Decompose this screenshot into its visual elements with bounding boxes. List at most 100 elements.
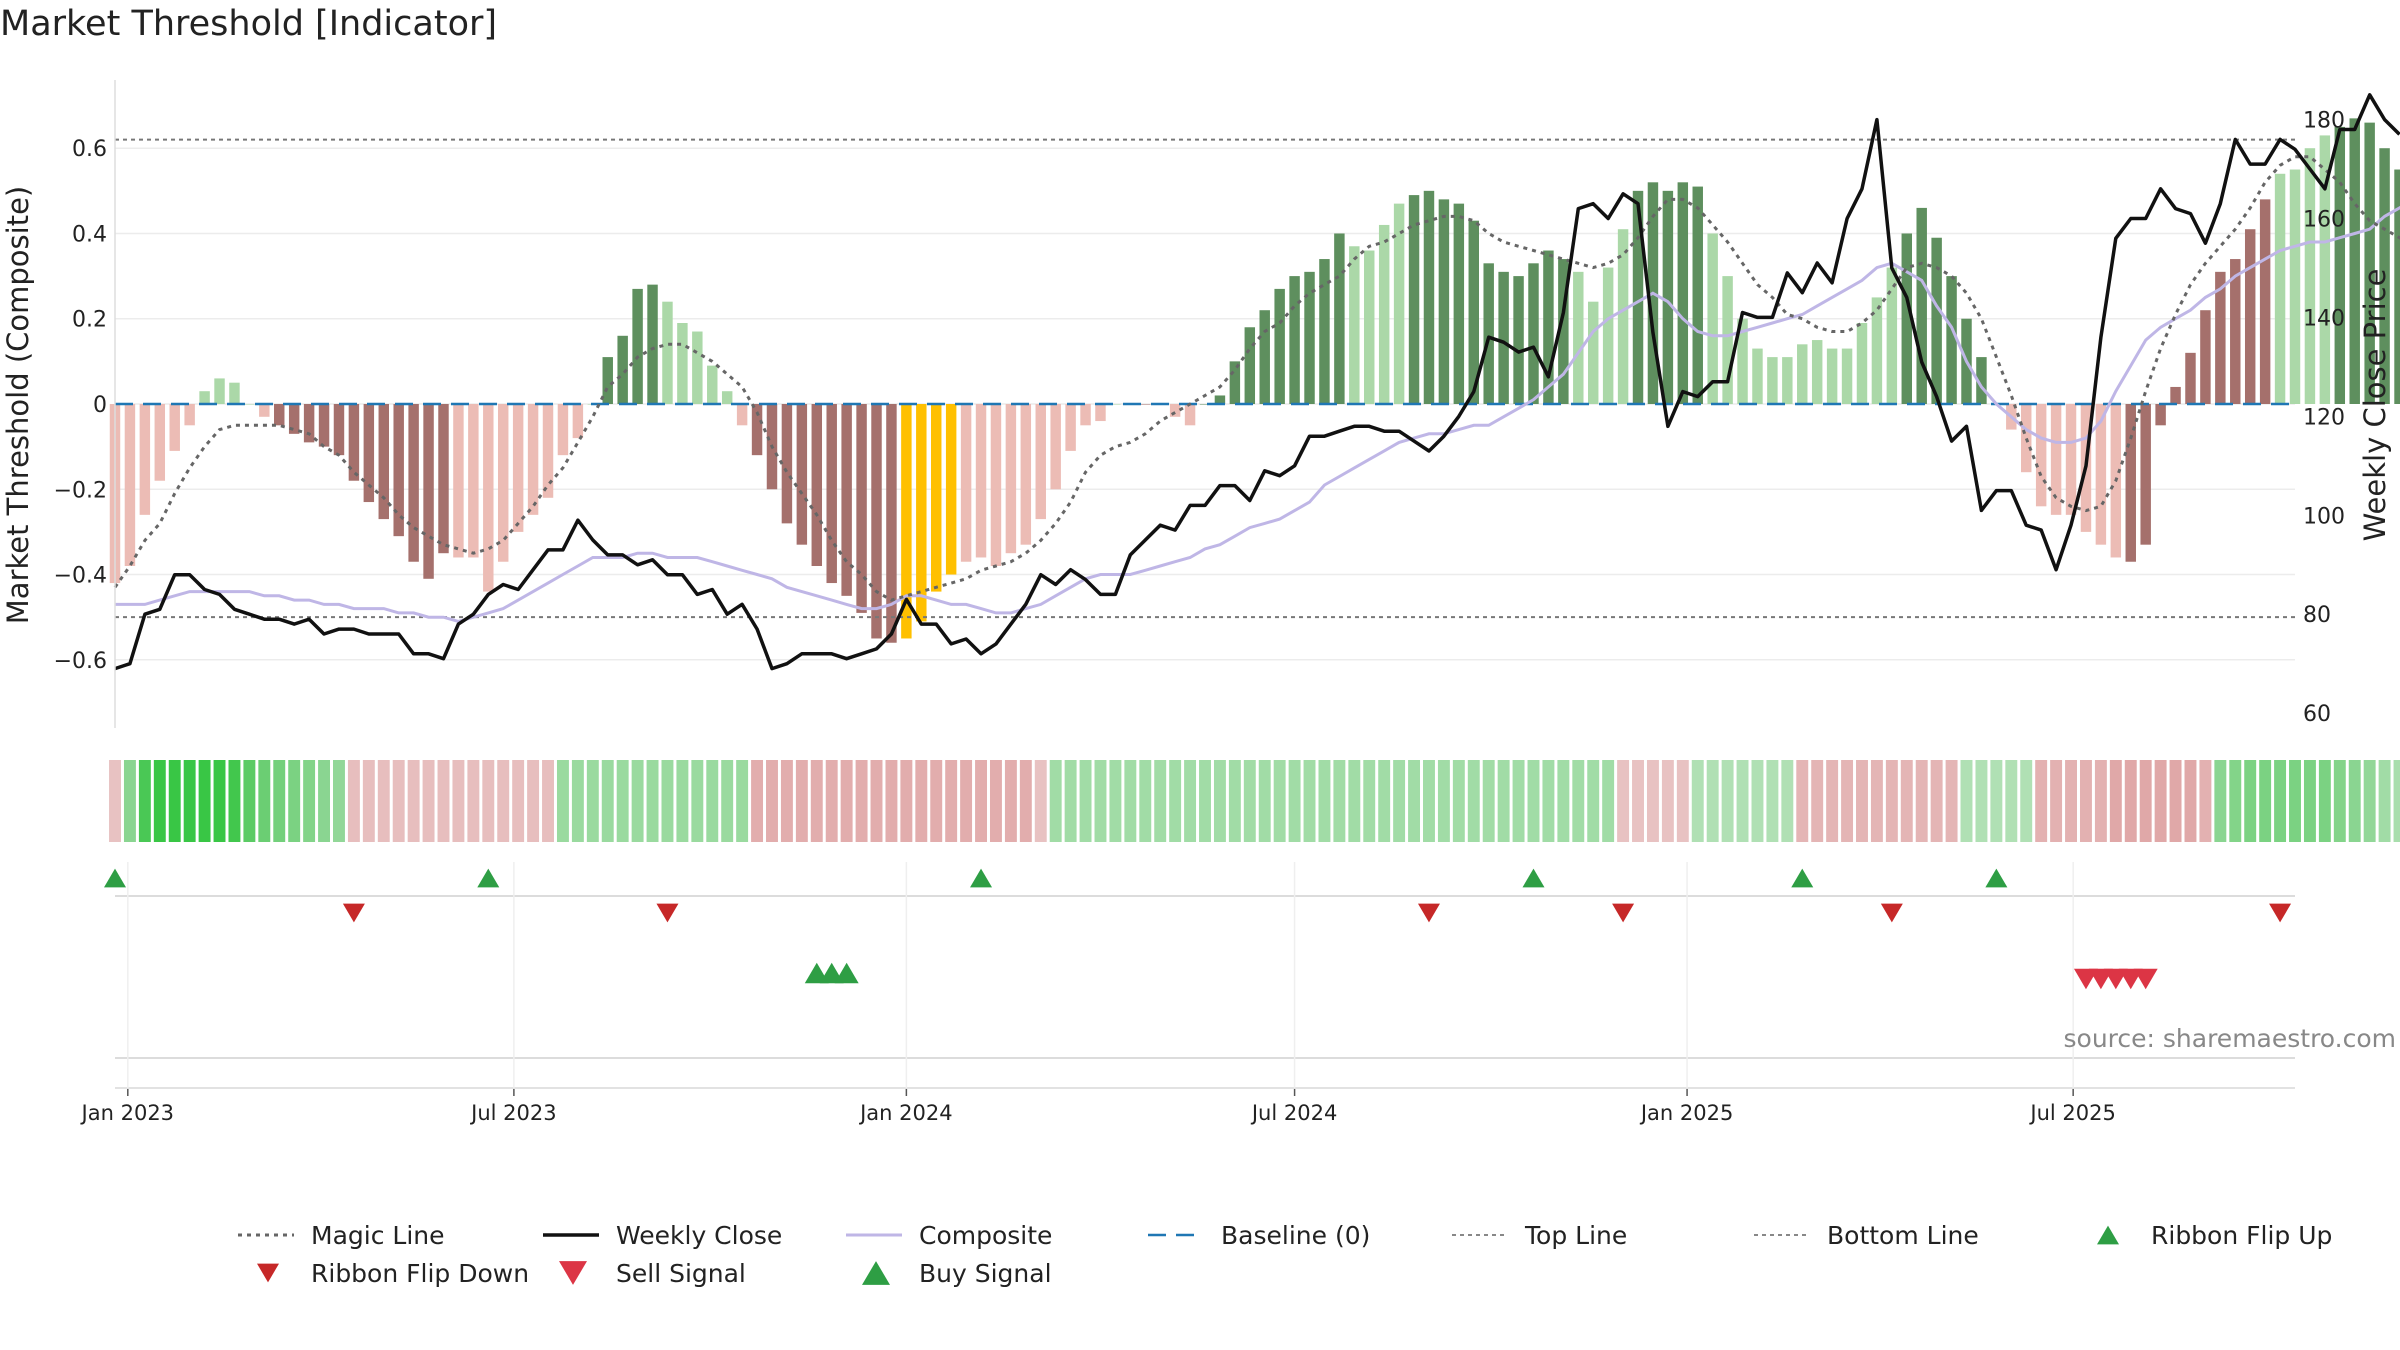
ribbon-cell (1303, 760, 1316, 842)
composite-bar (1140, 404, 1151, 405)
composite-bar (1393, 203, 1405, 404)
ribbon-cell (556, 760, 569, 842)
ribbon-cell (1079, 760, 1092, 842)
ribbon-cell (900, 760, 913, 842)
ribbon-cell (377, 760, 390, 842)
ribbon-cell (2035, 760, 2048, 842)
composite-bar (408, 404, 419, 562)
ribbon-cell (1154, 760, 1167, 842)
ribbon-cell (2348, 760, 2361, 842)
ribbon-cell (1751, 760, 1764, 842)
ribbon-flip-up-marker (477, 868, 500, 888)
legend-label: Magic Line (311, 1221, 445, 1250)
composite-bar (647, 284, 658, 404)
ribbon-cell (347, 760, 360, 842)
composite-bar (662, 301, 673, 404)
ribbon-cell (2333, 760, 2346, 842)
y-tick-label: 0.4 (72, 222, 107, 247)
ribbon-cell (2363, 760, 2376, 842)
ribbon-cell (318, 760, 331, 842)
legend-label: Baseline (0) (1221, 1221, 1370, 1250)
composite-bar (901, 404, 912, 639)
ribbon-cell (2289, 760, 2301, 842)
ribbon-cell (661, 760, 674, 842)
legend-item: Composite (846, 1221, 1052, 1250)
composite-bar (1334, 233, 1345, 404)
composite-bar (1274, 288, 1285, 404)
composite-bar (886, 404, 897, 643)
ribbon-cell (2259, 760, 2272, 842)
ribbon-cell (1930, 760, 1943, 842)
composite-bar (2274, 173, 2286, 404)
ribbon-flip-down-marker (342, 903, 365, 923)
ribbon-cell (1975, 760, 1988, 842)
composite-bar (139, 404, 151, 515)
ribbon-cell (2378, 760, 2391, 842)
composite-bar (259, 404, 270, 417)
composite-bar (497, 404, 509, 562)
composite-bar (1169, 404, 1181, 417)
composite-bar (826, 404, 837, 584)
legend-label: Ribbon Flip Up (2151, 1221, 2332, 1250)
ribbon-cell (1572, 760, 1585, 842)
composite-bar (1020, 404, 1032, 545)
ribbon-cell (1945, 760, 1958, 842)
composite-bar (229, 382, 240, 404)
ribbon-cell (1512, 760, 1525, 842)
ribbon-cell (1288, 760, 1301, 842)
legend-label: Ribbon Flip Down (311, 1259, 529, 1288)
composite-bar (468, 404, 479, 558)
series-lines (113, 93, 2400, 671)
ribbon-cell (2050, 760, 2063, 842)
ribbon-cell (542, 760, 554, 842)
y2-axis-label: Weekly Close Price (2358, 269, 2392, 542)
composite-bar (1364, 250, 1375, 404)
ribbon-cell (840, 760, 853, 842)
composite-bar (1931, 237, 1942, 404)
composite-bar (1289, 276, 1300, 404)
y2-tick-label: 180 (2303, 109, 2345, 134)
ribbon-cell (1423, 760, 1435, 842)
composite-bar (1543, 250, 1554, 404)
ribbon-cell (2079, 760, 2092, 842)
composite-bar (975, 404, 987, 558)
ribbon-cell (1706, 760, 1719, 842)
composite-bar (214, 378, 225, 404)
composite-bar (1184, 404, 1196, 426)
x-tick-label: Jul 2025 (2028, 1101, 2115, 1125)
composite-bar (1811, 340, 1823, 404)
legend-item: Magic Line (238, 1221, 445, 1250)
ribbon-cell (2244, 760, 2257, 842)
ribbon-cell (2184, 760, 2197, 842)
composite-bar (363, 404, 375, 503)
ribbon-cell (870, 760, 883, 842)
legend-item: Baseline (0) (1148, 1221, 1370, 1250)
composite-bar (707, 365, 718, 404)
composite-bar (1558, 259, 1569, 404)
buy-signal-marker (834, 962, 859, 984)
composite-bar (1528, 263, 1539, 404)
legend-swatch-triangle-down (559, 1261, 587, 1285)
ribbon-cell (1796, 760, 1809, 842)
composite-bar (1438, 199, 1450, 404)
ribbon-cell (1721, 760, 1734, 842)
composite-bar (931, 404, 942, 592)
ribbon-cell (1109, 760, 1122, 842)
ribbon-cell (1199, 760, 1211, 842)
legend-item: Ribbon Flip Down (257, 1259, 529, 1288)
ribbon-flip-down-marker (1612, 903, 1635, 923)
ribbon-cell (646, 760, 659, 842)
composite-bar (512, 404, 524, 532)
ribbon-cell (1661, 760, 1674, 842)
composite-bar (2170, 386, 2181, 404)
composite-bar (274, 404, 285, 426)
ribbon-cell (1452, 760, 1465, 842)
composite-bar (617, 335, 628, 404)
ribbon-flip-up-marker (104, 868, 126, 888)
composite-bar (438, 404, 449, 554)
composite-bar (303, 404, 315, 443)
composite-bar (572, 404, 584, 439)
ribbon-cell (407, 760, 420, 842)
ribbon-cell (571, 760, 584, 842)
composite-bar (393, 404, 404, 537)
